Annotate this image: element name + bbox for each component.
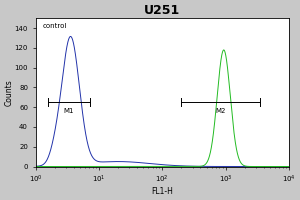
Y-axis label: Counts: Counts	[4, 79, 13, 106]
Title: U251: U251	[144, 4, 180, 17]
X-axis label: FL1-H: FL1-H	[152, 187, 173, 196]
Text: M1: M1	[64, 108, 74, 114]
Text: M2: M2	[216, 108, 226, 114]
Text: control: control	[43, 23, 67, 29]
